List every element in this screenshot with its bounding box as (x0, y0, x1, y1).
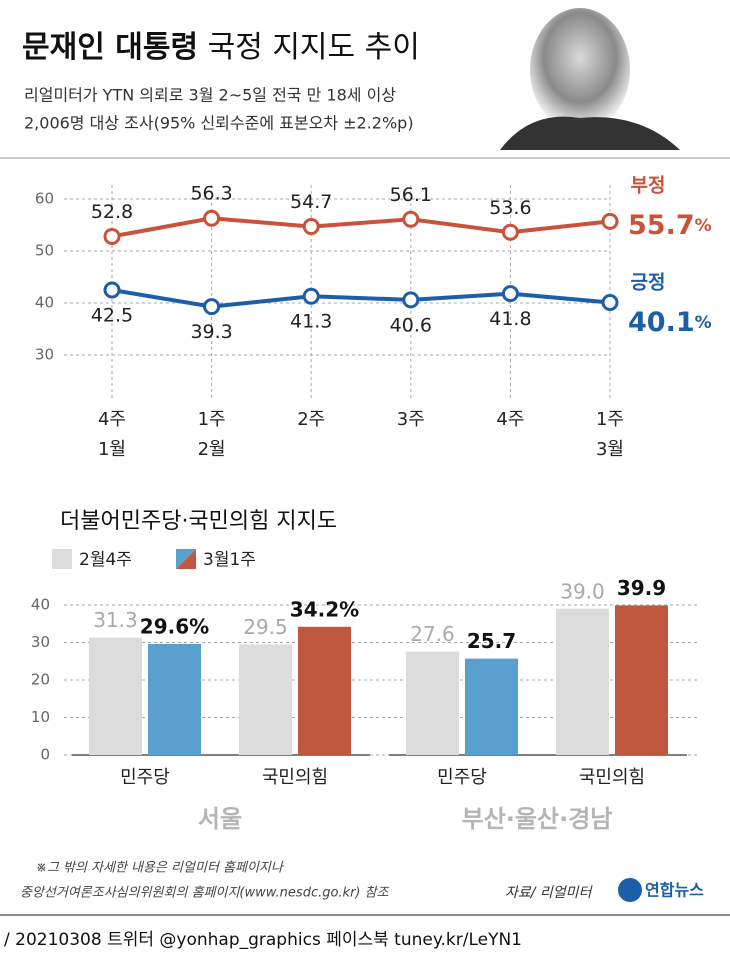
source: 자료/ 리얼미터 (505, 885, 594, 901)
title: 문재인 대통령 국정 지지도 추이 (22, 30, 420, 65)
data-label: 41.8 (489, 308, 531, 330)
y-tick-label: 30 (31, 633, 50, 651)
point (203, 209, 221, 227)
point (302, 218, 320, 236)
portrait (500, 8, 680, 150)
x-tick-label: 3주 (397, 409, 425, 430)
logo: 연합뉴스 (645, 881, 704, 900)
footnote: ※그 밖의 자세한 내용은 리얼미터 홈페이지나 (36, 861, 285, 876)
line-chart: 30 40 50 60 4주 1월 1주 2월 2주 3주 4주 1주 3월 52.8 56.3 54.7 56… (35, 175, 712, 461)
point (103, 281, 121, 299)
point (402, 210, 420, 228)
end-label-unit: % (695, 313, 712, 333)
end-label: 55.7% (628, 210, 712, 241)
x-tick-label: 1주 (596, 409, 624, 430)
point (501, 285, 519, 303)
x-tick-label: 1월 (98, 439, 126, 460)
data-label: 39.9 (617, 576, 666, 600)
point (601, 212, 619, 230)
data-label: 54.7 (290, 191, 332, 213)
data-label: 41.3 (290, 311, 332, 333)
point (601, 293, 619, 311)
title-rest: 국정 지지도 추이 (208, 30, 420, 65)
y-tick-label: 10 (31, 708, 50, 726)
data-label: 53.6 (489, 197, 531, 219)
bar (406, 651, 459, 755)
series-line (111, 288, 611, 309)
y-tick-label: 40 (31, 596, 50, 614)
bar (556, 608, 609, 755)
data-label: 34.2% (290, 597, 359, 621)
bar (615, 605, 668, 755)
data-label: 56.1 (390, 184, 432, 206)
y-tick-label: 60 (35, 190, 54, 208)
series-line (111, 216, 611, 239)
data-label: 56.3 (190, 183, 232, 205)
point (203, 298, 221, 316)
title-bold: 문재인 대통령 (22, 30, 198, 65)
data-label: 39.0 (560, 579, 605, 603)
logo-mark (618, 878, 642, 902)
data-label: 52.8 (91, 201, 133, 223)
data-label: 39.3 (190, 321, 232, 343)
point (302, 287, 320, 305)
x-tick-label: 2주 (297, 409, 325, 430)
data-label: 27.6 (410, 622, 455, 646)
credit: / 20210308 트위터 @yonhap_graphics 페이스북 tun… (4, 930, 522, 950)
x-tick-label: 4주 (496, 409, 524, 430)
point (402, 291, 420, 309)
bar (239, 644, 292, 755)
x-tick-label: 1주 (198, 409, 226, 430)
footnote: 중앙선거여론조사심의위원회의 홈페이지(www.nesdc.go.kr) 참조 (20, 886, 390, 901)
bar (89, 637, 142, 755)
data-label: 25.7 (467, 629, 516, 653)
x-tick-label: 민주당 (120, 767, 170, 788)
subtitle: 2,006명 대상 조사(95% 신뢰수준에 표본오차 ±2.2%p) (24, 114, 414, 133)
y-tick-label: 50 (35, 242, 54, 260)
legend-label: 2월4주 (79, 550, 132, 570)
x-tick-label: 4주 (98, 409, 126, 430)
x-tick-label: 국민의힘 (579, 767, 645, 788)
legend-swatch (52, 549, 72, 569)
y-tick-label: 40 (35, 294, 54, 312)
bar (148, 644, 201, 755)
end-label-number: 40.1 (628, 307, 695, 338)
data-label: 29.5 (243, 615, 288, 639)
legend-label: 부정 (631, 175, 666, 197)
data-label: 29.6% (140, 615, 209, 639)
x-tick-label: 국민의힘 (262, 767, 328, 788)
legend-swatch (176, 549, 196, 569)
end-label-number: 55.7 (628, 210, 695, 241)
x-tick-label: 민주당 (437, 767, 487, 788)
point (103, 227, 121, 245)
y-tick-label: 20 (31, 671, 50, 689)
bar (298, 626, 351, 755)
x-tick-label: 2월 (198, 439, 226, 460)
legend-label: 긍정 (631, 272, 666, 294)
point (501, 223, 519, 241)
subtitle: 리얼미터가 YTN 의뢰로 3월 2~5일 전국 만 18세 이상 (24, 86, 396, 105)
bar (465, 658, 518, 755)
panel-label: 부산·울산·경남 (462, 805, 613, 833)
legend-label: 3월1주 (203, 550, 256, 570)
panel-label: 서울 (198, 805, 242, 833)
data-label: 31.3 (93, 608, 138, 632)
x-tick-label: 3월 (596, 439, 624, 460)
end-label: 40.1% (628, 307, 712, 338)
y-tick-label: 0 (40, 746, 50, 764)
end-label-unit: % (695, 216, 712, 236)
data-label: 42.5 (91, 305, 133, 327)
chart-title: 더불어민주당·국민의힘 지지도 (60, 509, 337, 534)
data-label: 40.6 (390, 314, 432, 336)
y-tick-label: 30 (35, 346, 54, 364)
